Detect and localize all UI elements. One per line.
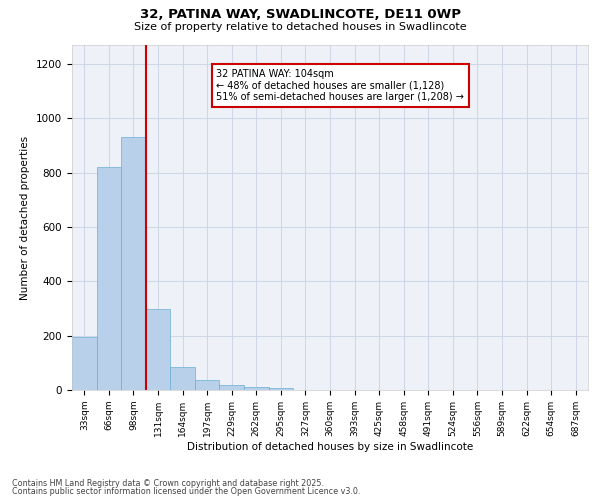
Bar (195, 380, 220, 390)
Bar (97, 167, 121, 390)
Bar (170, 367, 195, 390)
Text: Size of property relative to detached houses in Swadlincote: Size of property relative to detached ho… (134, 22, 466, 32)
Text: Contains public sector information licensed under the Open Government Licence v3: Contains public sector information licen… (12, 487, 361, 496)
Y-axis label: Number of detached properties: Number of detached properties (20, 136, 31, 300)
Text: 32, PATINA WAY, SWADLINCOTE, DE11 0WP: 32, PATINA WAY, SWADLINCOTE, DE11 0WP (139, 8, 461, 20)
X-axis label: Distribution of detached houses by size in Swadlincote: Distribution of detached houses by size … (187, 442, 473, 452)
Bar (72, 337, 97, 390)
Bar (244, 388, 269, 390)
Text: Contains HM Land Registry data © Crown copyright and database right 2025.: Contains HM Land Registry data © Crown c… (12, 478, 324, 488)
Bar (220, 384, 244, 390)
Text: 32 PATINA WAY: 104sqm
← 48% of detached houses are smaller (1,128)
51% of semi-d: 32 PATINA WAY: 104sqm ← 48% of detached … (217, 69, 464, 102)
Bar (269, 388, 293, 390)
Bar (121, 138, 146, 390)
Bar (146, 308, 170, 390)
